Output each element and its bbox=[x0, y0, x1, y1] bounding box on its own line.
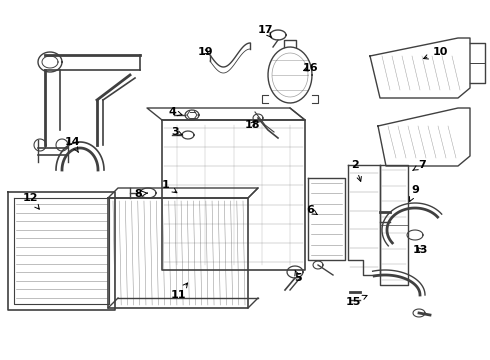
Text: 2: 2 bbox=[351, 160, 361, 181]
Text: 3: 3 bbox=[171, 127, 182, 137]
Text: 7: 7 bbox=[413, 160, 426, 170]
Text: 12: 12 bbox=[22, 193, 39, 209]
Text: 10: 10 bbox=[423, 47, 448, 59]
Text: 4: 4 bbox=[168, 107, 182, 117]
Text: 14: 14 bbox=[64, 137, 80, 152]
Text: 8: 8 bbox=[134, 189, 147, 199]
Text: 1: 1 bbox=[162, 180, 177, 193]
Text: 9: 9 bbox=[410, 185, 419, 202]
Text: 18: 18 bbox=[244, 120, 260, 130]
Text: 15: 15 bbox=[345, 295, 367, 307]
Text: 13: 13 bbox=[412, 245, 428, 255]
Text: 19: 19 bbox=[197, 47, 213, 57]
Text: 17: 17 bbox=[257, 25, 273, 38]
Text: 11: 11 bbox=[170, 283, 188, 300]
Text: 6: 6 bbox=[306, 205, 317, 215]
Text: 16: 16 bbox=[302, 63, 318, 73]
Text: 5: 5 bbox=[294, 270, 302, 283]
